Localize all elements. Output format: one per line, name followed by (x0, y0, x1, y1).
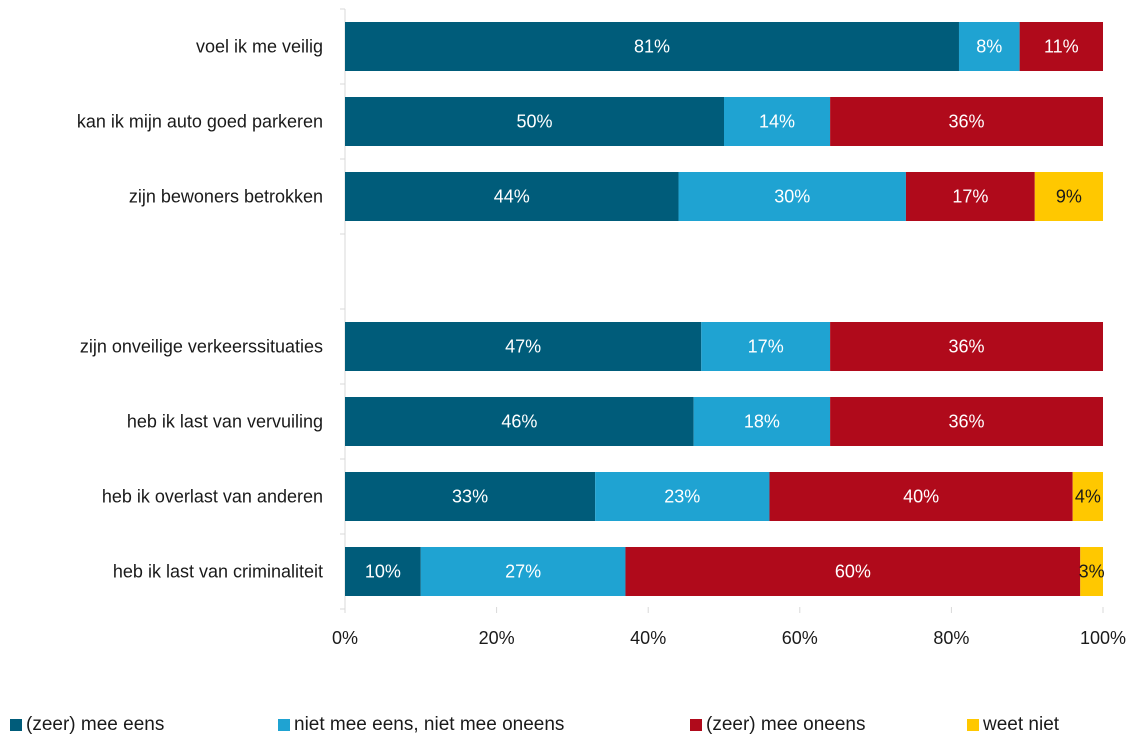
x-tick-label: 20% (479, 628, 515, 648)
bar-segment (345, 322, 702, 371)
bar-segment (345, 172, 679, 221)
bar-segment (1034, 172, 1103, 221)
bar-segment (345, 397, 694, 446)
bar-value-label: 18% (744, 412, 780, 432)
bar-value-label: 14% (759, 112, 795, 132)
bar-value-label: 40% (903, 487, 939, 507)
legend: (zeer) mee eens niet mee eens, niet mee … (0, 714, 1147, 748)
x-tick-label: 40% (630, 628, 666, 648)
legend-swatch (690, 719, 702, 731)
legend-label: weet niet (983, 714, 1060, 735)
bar-segment (678, 172, 906, 221)
bar-value-label: 10% (365, 562, 401, 582)
legend-label: (zeer) mee eens (26, 714, 165, 735)
bar-segment (701, 322, 831, 371)
legend-label: (zeer) mee oneens (706, 714, 866, 735)
bar-value-label: 46% (501, 412, 537, 432)
bar-segment (625, 547, 1081, 596)
bar-value-label: 27% (505, 562, 541, 582)
bar-value-label: 47% (505, 337, 541, 357)
bar-segment (905, 172, 1035, 221)
legend-swatch (967, 719, 979, 731)
legend-item-zeer-mee-eens: (zeer) mee eens (10, 714, 164, 736)
category-label: heb ik last van criminaliteit (113, 562, 323, 582)
bar-value-label: 33% (452, 487, 488, 507)
legend-swatch (278, 719, 290, 731)
bar-segment (693, 397, 831, 446)
category-label: zijn bewoners betrokken (129, 187, 323, 207)
bar-segment (724, 97, 831, 146)
x-tick-label: 0% (332, 628, 358, 648)
bar-segment (830, 322, 1103, 371)
bar-value-label: 8% (976, 37, 1002, 57)
category-label: heb ik last van vervuiling (127, 412, 323, 432)
legend-item-neutraal: niet mee eens, niet mee oneens (278, 714, 564, 736)
bar-value-label: 4% (1075, 487, 1101, 507)
bar-segment (1072, 472, 1103, 521)
bar-value-label: 11% (1044, 37, 1079, 57)
category-label: heb ik overlast van anderen (102, 487, 323, 507)
bar-segment (769, 472, 1073, 521)
bar-segment (345, 97, 724, 146)
x-tick-label: 80% (933, 628, 969, 648)
bar-segment (595, 472, 770, 521)
bar-segment (830, 97, 1103, 146)
bars (345, 22, 1103, 596)
bar-segment (345, 547, 421, 596)
category-label: voel ik me veilig (196, 37, 323, 57)
legend-swatch (10, 719, 22, 731)
legend-item-zeer-mee-oneens: (zeer) mee oneens (690, 714, 865, 736)
category-label: zijn onveilige verkeerssituaties (80, 337, 323, 357)
legend-item-weet-niet: weet niet (967, 714, 1059, 736)
bar-segment (1019, 22, 1103, 71)
bar-value-label: 9% (1056, 187, 1082, 207)
bar-value-label: 36% (949, 112, 985, 132)
category-label: kan ik mijn auto goed parkeren (77, 112, 323, 132)
bar-value-label: 17% (748, 337, 784, 357)
bar-segment (958, 22, 1020, 71)
labels: 0% 20% 40% 60% 80% 100% voel ik me veilig 81% 8%… (77, 37, 1126, 649)
bar-value-label: 3% (1079, 562, 1105, 582)
bar-value-label: 50% (516, 112, 552, 132)
bar-segment (345, 472, 596, 521)
bar-segment (830, 397, 1103, 446)
bar-value-label: 60% (835, 562, 871, 582)
bar-value-label: 30% (774, 187, 810, 207)
bar-segment (345, 22, 959, 71)
bar-value-label: 36% (949, 337, 985, 357)
bar-value-label: 44% (494, 187, 530, 207)
bar-segment (1080, 547, 1103, 596)
x-tick-label: 60% (782, 628, 818, 648)
x-tick-label: 100% (1080, 628, 1126, 648)
bar-value-label: 23% (664, 487, 700, 507)
bar-value-label: 81% (634, 37, 670, 57)
legend-label: niet mee eens, niet mee oneens (294, 714, 565, 735)
bar-value-label: 36% (949, 412, 985, 432)
bar-segment (420, 547, 626, 596)
bar-value-label: 17% (952, 187, 988, 207)
